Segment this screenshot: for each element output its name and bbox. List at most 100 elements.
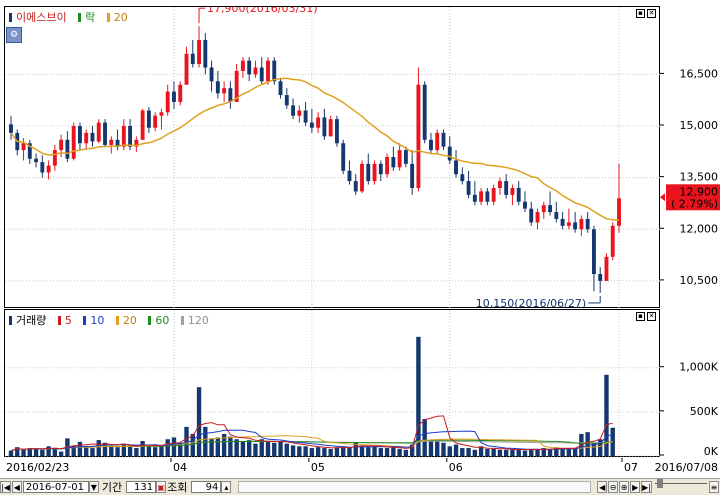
volume-bar — [428, 440, 434, 456]
volume-bar — [33, 448, 39, 456]
last-page-icon[interactable]: ▶| — [641, 481, 652, 493]
candle-body — [316, 117, 321, 128]
candle-body — [454, 160, 458, 175]
candle-body — [441, 132, 446, 147]
candle-body — [422, 84, 427, 140]
volume-ma10-label: 10 — [90, 314, 105, 327]
volume-bar — [228, 436, 233, 456]
volume-bar — [265, 440, 271, 456]
candle-body — [253, 67, 258, 75]
volume-bar — [535, 449, 540, 456]
close-pane-button[interactable]: ✕ — [647, 312, 656, 321]
count-input[interactable]: 94 — [191, 481, 222, 493]
current-change-value: ( 2.79%) — [671, 197, 718, 210]
volume-bar — [397, 448, 402, 456]
date-dropdown-icon[interactable]: ▼ — [88, 481, 99, 493]
legend-marker-icon — [57, 316, 61, 325]
volume-bar — [416, 336, 421, 456]
chart-scrollbar[interactable] — [238, 481, 592, 493]
date-axis-svg: 2016/02/23 04 05 06 07 2016/07/08 — [6, 458, 718, 474]
volume-bar — [253, 443, 258, 456]
volume-bar — [478, 446, 484, 456]
candle-body — [560, 218, 565, 226]
candle-body — [184, 53, 189, 85]
period-input[interactable]: 131 — [126, 481, 157, 493]
candle-body — [9, 124, 13, 133]
minimize-pane-button[interactable]: ▪ — [636, 312, 645, 321]
minimize-pane-button[interactable]: ▪ — [636, 9, 645, 18]
query-icon[interactable]: ▣ — [156, 481, 167, 493]
volume-ma20-label: 20 — [122, 314, 137, 327]
candle-body — [403, 150, 408, 164]
volume-bar — [391, 447, 396, 456]
date-input[interactable]: 2016-07-01 — [22, 481, 89, 493]
volume-tick-label: 500K — [690, 405, 719, 418]
volume-bar — [347, 448, 352, 456]
zoom-slider[interactable] — [655, 478, 707, 492]
volume-bar — [572, 448, 578, 456]
chart-toolbar: |◀ ◀ 2016-07-01 ▼ 기간 131 ▣ 조회 94 ▴ ◀ ⊖ ⊕… — [0, 478, 720, 495]
candle-body — [466, 181, 471, 195]
zoom-in-icon[interactable]: ⊕ — [619, 481, 630, 493]
candle-body — [353, 181, 358, 192]
candle-body — [115, 139, 120, 147]
volume-bar — [284, 443, 289, 456]
volume-bar — [598, 439, 603, 456]
volume-bar — [246, 440, 252, 456]
volume-bar — [297, 446, 302, 456]
volume-bar — [447, 446, 452, 456]
candle-body — [71, 126, 76, 159]
candle-body — [334, 119, 339, 144]
volume-bar — [466, 448, 471, 456]
volume-bar — [146, 445, 152, 456]
first-page-icon[interactable]: |◀ — [0, 481, 11, 493]
candle-body — [197, 39, 201, 65]
menu-icon[interactable]: ≡ — [709, 481, 719, 493]
volume-bar — [221, 433, 227, 456]
zoom-slider-handle[interactable] — [657, 478, 663, 488]
candle-body — [391, 157, 396, 168]
candle-body — [247, 60, 252, 75]
candle-body — [234, 70, 239, 102]
scroll-right-icon[interactable]: ▶ — [630, 481, 641, 493]
scroll-left-icon[interactable]: ◀ — [597, 481, 608, 493]
prev-page-icon[interactable]: ◀ — [11, 481, 22, 493]
count-spinner-icon[interactable]: ▴ — [221, 481, 232, 493]
volume-bar — [259, 439, 264, 456]
close-pane-button[interactable]: ✕ — [647, 9, 656, 18]
volume-bar — [366, 447, 371, 456]
volume-ma5-label: 5 — [64, 314, 72, 327]
candle-body — [203, 39, 208, 68]
zoom-out-icon[interactable]: ⊖ — [608, 481, 619, 493]
volume-bar — [353, 442, 358, 456]
candle-body — [397, 150, 402, 168]
candle-body — [27, 143, 32, 159]
volume-bar — [115, 447, 120, 456]
candle-body — [479, 191, 484, 202]
date-tick-label: 06 — [449, 461, 463, 474]
candle-body — [416, 84, 421, 188]
date-axis: 2016/02/23 04 05 06 07 2016/07/08 — [4, 458, 720, 474]
volume-bar — [121, 444, 127, 456]
volume-title: 거래량 — [16, 314, 47, 327]
candle-body — [140, 110, 145, 140]
volume-bar — [453, 444, 459, 456]
volume-bar — [591, 442, 597, 456]
price-tick-label: 10,500 — [680, 274, 719, 287]
date-tick-label: 2016/02/23 — [6, 461, 69, 474]
candle-body — [215, 81, 220, 94]
volume-bar — [171, 437, 177, 456]
current-price-value: 12,900 — [680, 185, 719, 198]
volume-bar — [460, 448, 465, 456]
volume-bar — [159, 446, 164, 456]
chart-settings-icon[interactable]: ⚙ — [6, 27, 22, 43]
candle-body — [222, 88, 227, 94]
date-tick-label: 2016/07/08 — [655, 461, 718, 474]
volume-chart-pane: 거래량 5 10 20 60 120 ▪ ✕ — [4, 309, 661, 458]
candle-body — [46, 165, 51, 173]
query-button[interactable]: 조회 — [167, 481, 188, 494]
price-axis: 16,500 15,000 13,500 12,000 10,500 12,900( 2.… — [660, 67, 720, 287]
volume-bar — [58, 451, 64, 456]
candle-body — [529, 208, 534, 223]
candle-body — [96, 122, 101, 142]
